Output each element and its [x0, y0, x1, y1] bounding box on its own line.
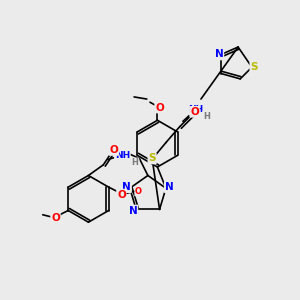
Text: NH: NH — [188, 105, 203, 114]
Text: O: O — [110, 145, 118, 155]
Text: O: O — [51, 213, 60, 223]
Text: N: N — [165, 182, 173, 192]
Text: S: S — [250, 62, 258, 72]
Text: O: O — [117, 190, 126, 200]
Text: O: O — [190, 107, 199, 117]
Text: S: S — [148, 154, 156, 164]
Text: NH: NH — [115, 151, 130, 160]
Text: N: N — [214, 50, 224, 59]
Text: N: N — [129, 206, 137, 215]
Text: N: N — [122, 182, 131, 192]
Text: O: O — [155, 103, 164, 112]
Text: H: H — [132, 158, 139, 167]
Text: O: O — [135, 187, 142, 196]
Text: H: H — [203, 112, 210, 121]
